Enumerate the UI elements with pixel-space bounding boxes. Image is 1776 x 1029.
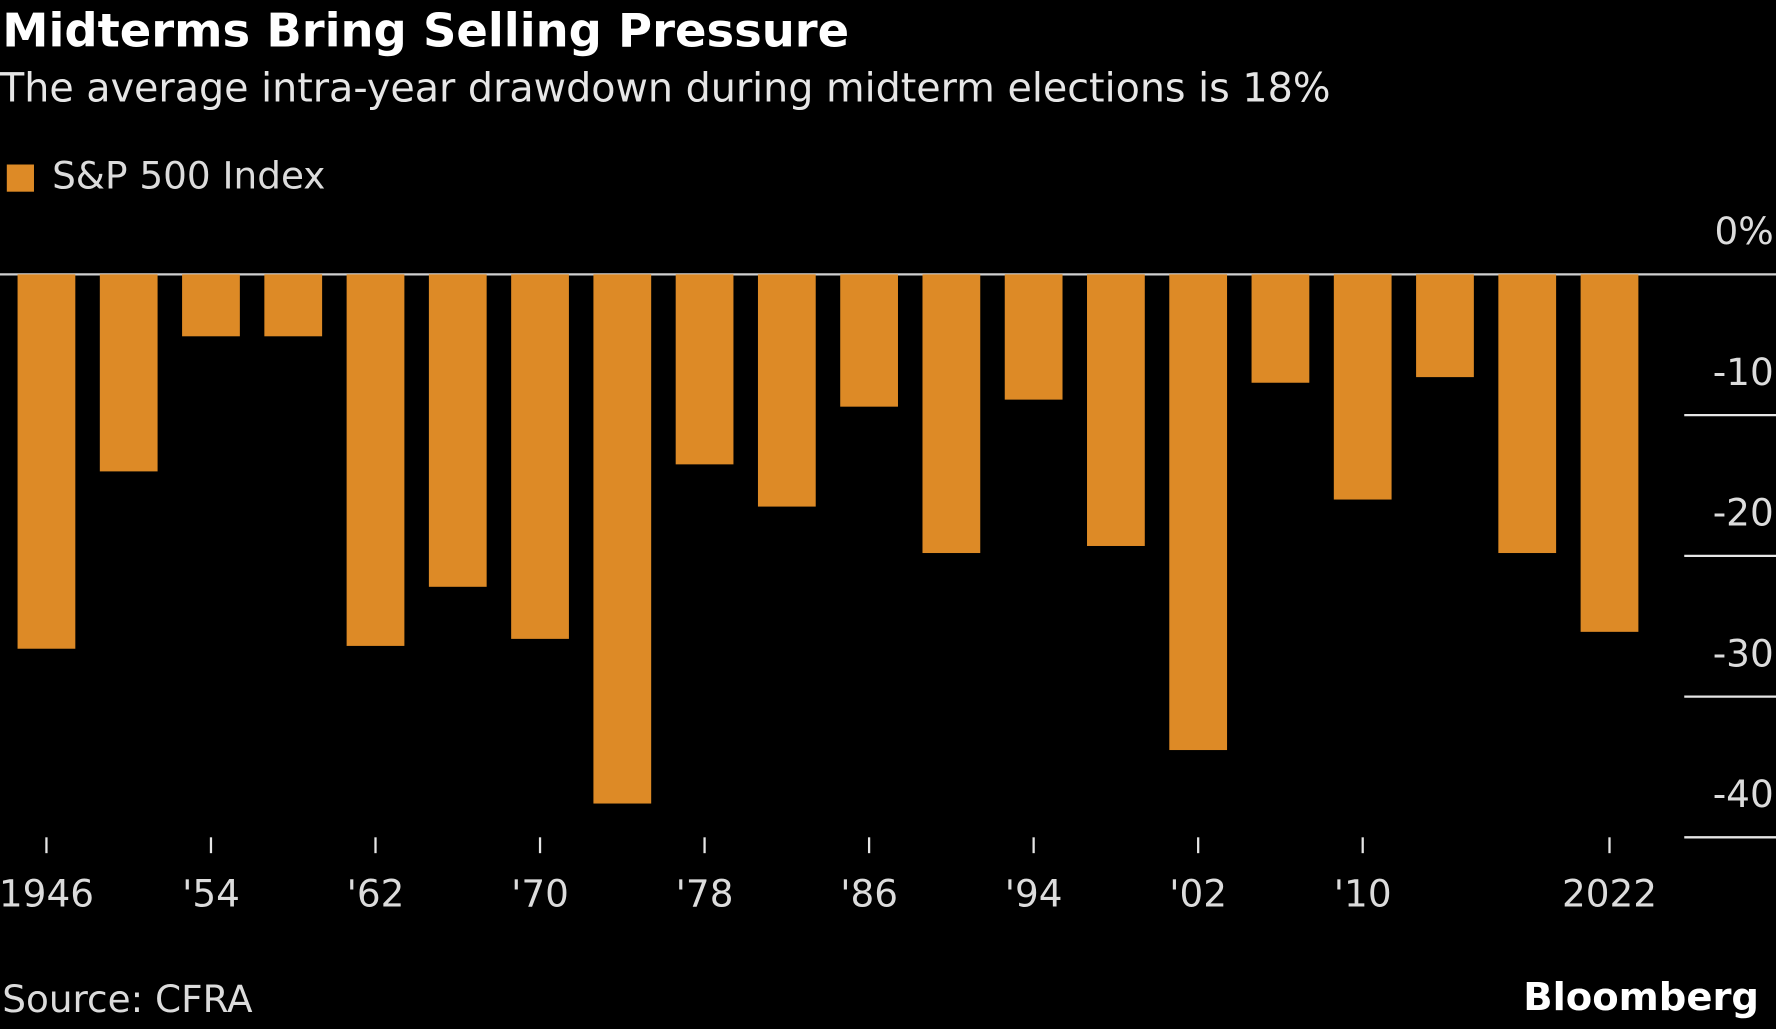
- bar: [1251, 274, 1310, 383]
- bar: [840, 274, 898, 407]
- bar: [922, 274, 981, 554]
- bar: [428, 274, 487, 587]
- x-tick-label: '62: [347, 872, 405, 916]
- bar: [182, 274, 240, 337]
- bar: [17, 274, 76, 649]
- credit: Bloomberg: [1523, 975, 1759, 1020]
- bar: [99, 274, 158, 472]
- bar: [593, 274, 652, 804]
- bar: [1580, 274, 1639, 632]
- x-tick-label: 1946: [0, 872, 94, 916]
- x-tick-label: '54: [182, 872, 240, 916]
- bar: [1498, 274, 1557, 554]
- y-tick-label: -40: [1713, 772, 1774, 816]
- bar: [1333, 274, 1392, 500]
- y-tick-label: 0%: [1714, 209, 1773, 253]
- y-tick-label: -30: [1713, 631, 1774, 675]
- source: Source: CFRA: [2, 977, 253, 1021]
- bar: [346, 274, 405, 646]
- x-tick-label: '10: [1334, 872, 1392, 916]
- bar: [675, 274, 734, 465]
- bar: [1087, 274, 1145, 546]
- bar: [511, 274, 569, 639]
- legend-swatch: [6, 164, 34, 192]
- legend-label: S&P 500 Index: [52, 154, 325, 198]
- bar: [264, 274, 323, 337]
- x-tick-label: '70: [511, 872, 569, 916]
- x-tick-label: '86: [840, 872, 898, 916]
- bar: [1004, 274, 1063, 400]
- chart-title: Midterms Bring Selling Pressure: [2, 4, 849, 58]
- x-tick-label: '02: [1169, 872, 1227, 916]
- bar: [1169, 274, 1228, 751]
- x-tick-label: '94: [1005, 872, 1063, 916]
- bar: [1416, 274, 1474, 378]
- chart-subtitle: The average intra-year drawdown during m…: [0, 65, 1330, 111]
- bar: [757, 274, 816, 507]
- y-tick-label: -10: [1713, 350, 1774, 394]
- x-tick-label: '78: [676, 872, 734, 916]
- y-tick-label: -20: [1713, 491, 1774, 535]
- x-tick-label: 2022: [1562, 872, 1657, 916]
